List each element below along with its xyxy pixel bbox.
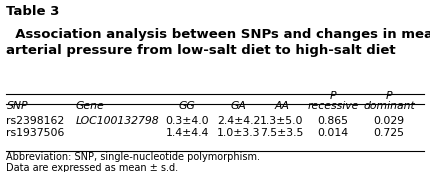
Text: GG: GG <box>179 101 195 111</box>
Text: GA: GA <box>231 101 246 111</box>
Text: 7.5±3.5: 7.5±3.5 <box>260 128 303 138</box>
Text: Table 3: Table 3 <box>6 5 60 18</box>
Text: rs2398162: rs2398162 <box>6 116 64 126</box>
Text: 1.4±4.4: 1.4±4.4 <box>166 128 209 138</box>
Text: 0.865: 0.865 <box>318 116 349 126</box>
Text: 2.4±4.2: 2.4±4.2 <box>217 116 260 126</box>
Text: Data are expressed as mean ± s.d.: Data are expressed as mean ± s.d. <box>6 163 178 172</box>
Text: Gene: Gene <box>75 101 104 111</box>
Text: 0.014: 0.014 <box>318 128 349 138</box>
Text: 1.0±3.3: 1.0±3.3 <box>217 128 261 138</box>
Text: rs1937506: rs1937506 <box>6 128 65 138</box>
Text: 0.029: 0.029 <box>374 116 405 126</box>
Text: 1.3±5.0: 1.3±5.0 <box>260 116 304 126</box>
Text: dominant: dominant <box>363 101 415 111</box>
Text: Abbreviation: SNP, single-nucleotide polymorphism.: Abbreviation: SNP, single-nucleotide pol… <box>6 152 261 162</box>
Text: 0.3±4.0: 0.3±4.0 <box>165 116 209 126</box>
Text: SNP: SNP <box>6 101 28 111</box>
Text: recessive: recessive <box>307 101 359 111</box>
Text: Association analysis between SNPs and changes in mean
arterial pressure from low: Association analysis between SNPs and ch… <box>6 28 430 57</box>
Text: 0.725: 0.725 <box>374 128 405 138</box>
Text: AA: AA <box>274 101 289 111</box>
Text: P: P <box>330 91 337 101</box>
Text: P: P <box>386 91 393 101</box>
Text: LOC100132798: LOC100132798 <box>75 116 159 126</box>
